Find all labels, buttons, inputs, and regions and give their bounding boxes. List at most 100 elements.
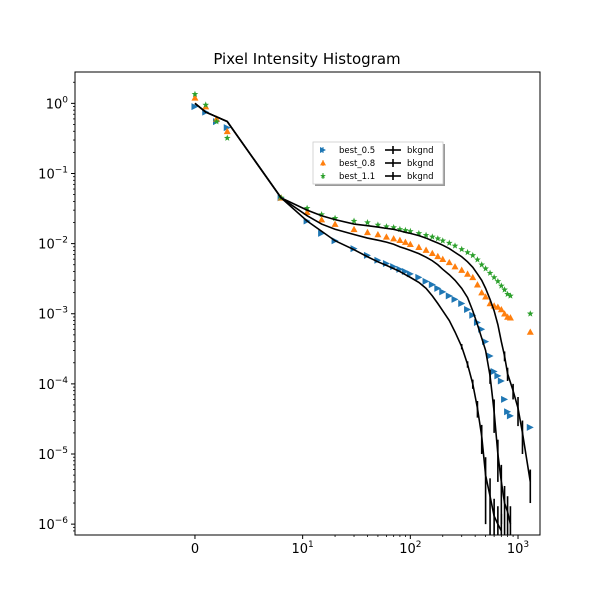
data-point xyxy=(318,229,326,237)
data-point xyxy=(469,251,477,259)
y-tick-base: 10 xyxy=(38,378,55,393)
data-point xyxy=(482,265,489,272)
y-tick-base: 10 xyxy=(46,97,63,112)
data-point xyxy=(350,245,358,253)
data-point xyxy=(478,261,486,268)
y-tick-base: 10 xyxy=(38,308,55,323)
y-tick-exponent: −6 xyxy=(55,516,69,526)
y-tick-exponent: −2 xyxy=(55,236,68,246)
data-point xyxy=(507,292,514,299)
data-point xyxy=(223,127,231,135)
data-point xyxy=(494,372,502,380)
data-point xyxy=(406,240,414,248)
data-point xyxy=(434,284,442,292)
data-point xyxy=(303,204,311,212)
data-point xyxy=(422,246,430,253)
y-tick-label: 10−5 xyxy=(38,446,68,463)
data-point xyxy=(202,101,210,108)
data-point xyxy=(473,281,481,288)
legend: best_0.5 best_0.8 best_1.1 bkgnd bkgnd bkgnd xyxy=(312,141,445,186)
axes-frame xyxy=(74,71,541,536)
data-point xyxy=(428,281,436,289)
data-point xyxy=(501,395,509,403)
y-tick-label: 100 xyxy=(46,95,69,112)
data-point xyxy=(331,220,339,227)
chart-title: Pixel Intensity Histogram xyxy=(213,50,400,68)
legend-label: best_0.8 xyxy=(339,159,375,169)
legend-entry: bkgnd xyxy=(385,159,434,169)
legend-label: best_0.5 xyxy=(339,146,375,156)
data-point xyxy=(401,238,409,245)
y-tick-exponent: −3 xyxy=(55,306,68,316)
data-point xyxy=(469,311,477,319)
x-tick-base: 10 xyxy=(399,542,416,557)
data-point xyxy=(331,214,339,222)
x-tick-label: 101 xyxy=(292,540,314,557)
data-point xyxy=(396,236,404,243)
data-point xyxy=(318,211,325,218)
data-point xyxy=(407,227,414,235)
data-point xyxy=(464,305,472,313)
data-point xyxy=(458,266,466,273)
data-point xyxy=(497,377,505,385)
data-point xyxy=(374,230,382,238)
data-point xyxy=(422,231,430,238)
x-tick-base: 10 xyxy=(292,542,309,557)
data-point xyxy=(415,273,423,281)
data-point xyxy=(434,252,442,260)
series-bkgnd-upper xyxy=(194,102,532,504)
legend-entry: best_0.8 xyxy=(320,159,375,169)
y-tick-exponent: 0 xyxy=(62,95,68,105)
data-point xyxy=(439,288,447,296)
bkgnd-line xyxy=(194,102,512,525)
data-point xyxy=(458,300,466,307)
legend-marker xyxy=(320,173,326,179)
data-point xyxy=(363,251,371,259)
legend-label: bkgnd xyxy=(407,146,434,156)
data-point xyxy=(213,118,220,125)
data-point xyxy=(382,233,390,240)
data-point xyxy=(439,255,447,262)
plot-clip-group xyxy=(191,90,534,535)
data-point xyxy=(497,305,505,313)
data-point xyxy=(490,368,498,376)
y-tick-label: 10−3 xyxy=(38,306,68,323)
data-point xyxy=(428,233,436,240)
data-point xyxy=(445,239,453,246)
legend-entry: best_1.1 xyxy=(320,172,375,182)
legend-marker xyxy=(320,147,326,153)
y-tick-base: 10 xyxy=(38,518,55,533)
series-best_1.1 xyxy=(191,90,534,317)
data-point xyxy=(526,423,534,431)
data-point xyxy=(526,328,534,335)
y-tick-base: 10 xyxy=(38,238,55,253)
legend-label: bkgnd xyxy=(407,159,434,169)
data-point xyxy=(464,248,471,256)
data-point xyxy=(486,269,494,276)
data-point xyxy=(469,273,477,281)
data-point xyxy=(504,290,511,298)
x-tick-exponent: 1 xyxy=(308,540,314,550)
data-point xyxy=(374,221,382,228)
data-point xyxy=(390,235,398,242)
data-point xyxy=(396,225,404,233)
plot-area xyxy=(191,90,534,535)
legend-entry: best_0.5 xyxy=(320,146,375,156)
data-point xyxy=(458,245,466,253)
data-point xyxy=(390,223,397,231)
data-point xyxy=(191,90,199,98)
legend-entry: bkgnd xyxy=(385,172,434,182)
y-tick-exponent: −5 xyxy=(55,446,68,456)
data-point xyxy=(498,282,505,289)
data-point xyxy=(494,277,502,285)
data-point xyxy=(451,295,459,303)
bkgnd-line xyxy=(194,102,532,483)
data-point xyxy=(464,270,472,277)
data-point xyxy=(402,226,409,234)
y-tick-exponent: −4 xyxy=(55,376,69,386)
data-point xyxy=(318,216,326,223)
data-point xyxy=(415,243,423,250)
x-tick-exponent: 2 xyxy=(416,540,422,550)
legend-marker xyxy=(320,160,326,166)
legend-box xyxy=(312,141,444,185)
